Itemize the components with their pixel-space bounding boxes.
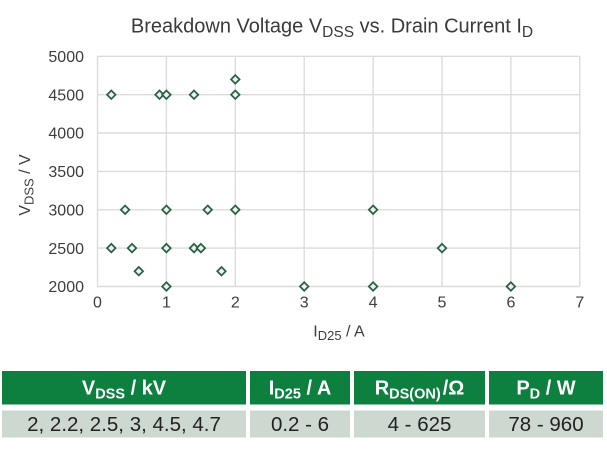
svg-text:5: 5 [438, 295, 447, 312]
svg-text:4 - 625: 4 - 625 [388, 413, 452, 436]
svg-text:2000: 2000 [48, 279, 84, 296]
svg-text:0: 0 [93, 295, 102, 312]
svg-text:ID25 / A: ID25 / A [313, 324, 365, 344]
svg-text:2500: 2500 [48, 241, 84, 258]
svg-text:5000: 5000 [48, 49, 84, 66]
svg-text:4000: 4000 [48, 126, 84, 143]
svg-text:0.2 - 6: 0.2 - 6 [271, 413, 329, 436]
svg-text:3000: 3000 [48, 203, 84, 220]
svg-text:PD / W: PD / W [516, 378, 575, 403]
svg-text:78 - 960: 78 - 960 [508, 413, 583, 436]
svg-text:1: 1 [162, 295, 171, 312]
svg-text:VDSS / kV: VDSS / kV [82, 378, 167, 403]
svg-text:4500: 4500 [48, 87, 84, 104]
svg-text:2, 2.2, 2.5, 3, 4.5, 4.7: 2, 2.2, 2.5, 3, 4.5, 4.7 [27, 413, 221, 436]
svg-text:4: 4 [369, 295, 378, 312]
svg-text:VDSS / V: VDSS / V [17, 154, 37, 216]
svg-text:2: 2 [231, 295, 240, 312]
svg-text:3: 3 [300, 295, 309, 312]
svg-text:Breakdown Voltage VDSS vs. Dra: Breakdown Voltage VDSS vs. Drain Current… [131, 16, 533, 42]
svg-text:6: 6 [506, 295, 515, 312]
svg-text:7: 7 [575, 295, 584, 312]
svg-text:3500: 3500 [48, 164, 84, 181]
